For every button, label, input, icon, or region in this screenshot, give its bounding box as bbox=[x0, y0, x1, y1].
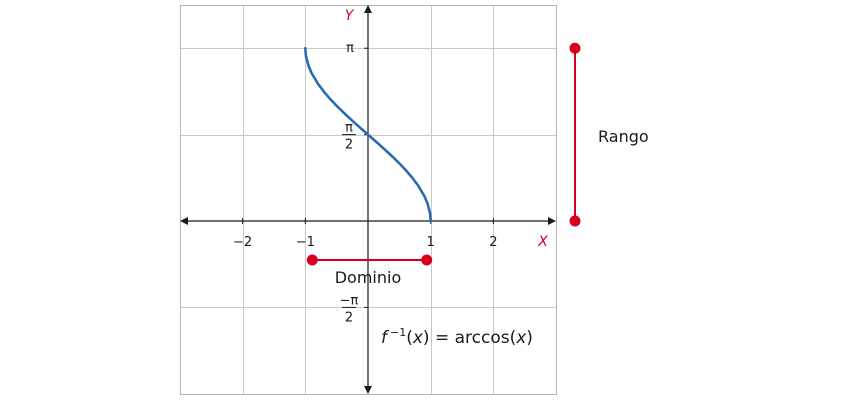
range-endpoint-bottom bbox=[569, 215, 581, 227]
domain-endpoint-left bbox=[306, 254, 318, 266]
y-tick-label-numerator: π bbox=[345, 121, 353, 136]
x-axis-arrow-right bbox=[548, 217, 556, 225]
y-axis-arrow-top bbox=[364, 5, 372, 13]
x-tick-label: −2 bbox=[233, 235, 252, 250]
plot-frame bbox=[180, 5, 557, 395]
range-label: Rango bbox=[598, 127, 649, 146]
x-axis-label: X bbox=[537, 234, 548, 250]
x-axis-arrow-left bbox=[180, 217, 188, 225]
axes: XY bbox=[180, 5, 556, 394]
y-axis-label: Y bbox=[345, 8, 355, 24]
formula-label: f −1(x) = arccos(x) bbox=[381, 326, 533, 348]
x-tick-label: 2 bbox=[489, 235, 497, 250]
curve bbox=[304, 46, 432, 223]
x-tick-label: 1 bbox=[427, 235, 435, 250]
y-tick-label: π bbox=[346, 41, 354, 56]
y-tick-label-denominator: 2 bbox=[345, 138, 353, 153]
arccos-curve bbox=[304, 46, 432, 223]
y-tick-label-denominator: 2 bbox=[345, 310, 353, 325]
domain-endpoint-right bbox=[421, 254, 433, 266]
annotations: Dominio Rango f −1(x) = arccos(x) bbox=[306, 42, 649, 348]
y-tick-label-numerator: −π bbox=[340, 293, 359, 308]
domain-label: Dominio bbox=[335, 268, 402, 287]
x-tick-label: −1 bbox=[296, 235, 315, 250]
y-axis-arrow-bottom bbox=[364, 386, 372, 394]
range-endpoint-top bbox=[569, 42, 581, 54]
